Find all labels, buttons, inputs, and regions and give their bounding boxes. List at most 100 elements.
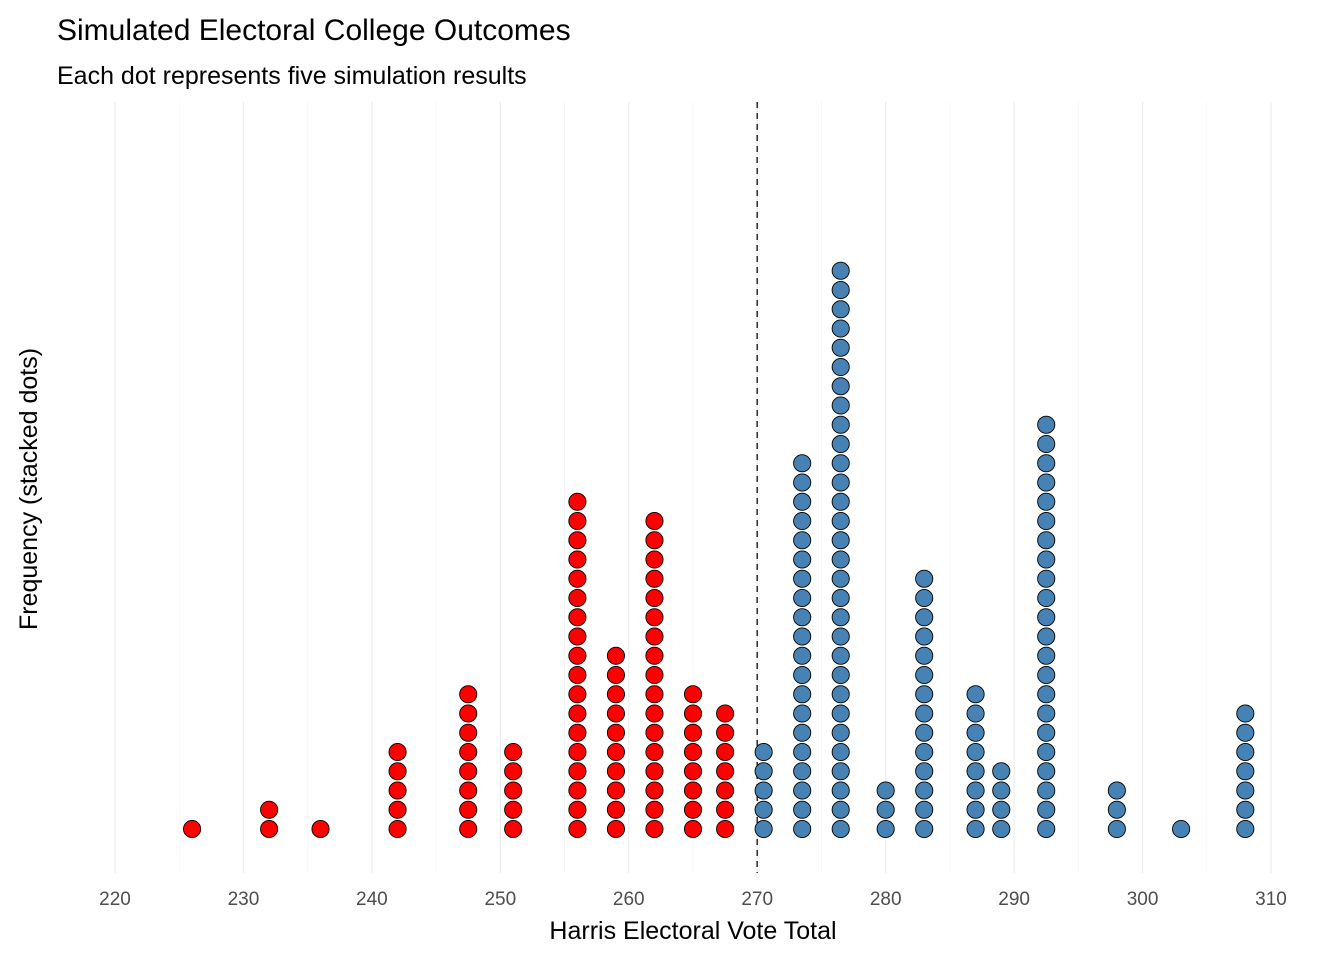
dot [831,723,850,742]
dot [915,685,934,704]
dot [793,473,812,492]
dot [645,704,664,723]
dot [754,781,773,800]
dot [831,338,850,357]
dot [1037,627,1056,646]
dot [1172,819,1191,839]
dot [915,569,934,588]
dot [793,646,812,665]
dot [831,415,850,434]
gridlines [114,102,1272,873]
dot [966,781,985,800]
dot [645,665,664,685]
dot [568,511,587,531]
dot [645,819,664,839]
dot [1107,800,1126,819]
dot [915,742,934,762]
dot [459,742,478,762]
dot [915,627,934,646]
dot [568,646,587,665]
dot [568,704,587,723]
dot [831,704,850,723]
dot [793,569,812,588]
dot [793,819,812,839]
dot [606,781,625,800]
dot [831,434,850,454]
dot [831,319,850,338]
dot [992,800,1011,819]
dot [568,588,587,608]
dot [606,704,625,723]
dot [1037,531,1056,550]
dot [793,627,812,646]
dot [831,819,850,839]
dot [1107,819,1126,839]
dot [1236,742,1255,762]
dot [793,550,812,569]
dot [716,762,735,781]
dot [716,781,735,800]
dot [1037,819,1056,839]
dot [1236,819,1255,839]
dot [683,704,703,723]
x-tick-label: 240 [356,889,388,910]
dot [831,569,850,588]
dot [606,646,625,665]
dot [716,819,735,839]
dot [1236,762,1255,781]
dot [831,454,850,473]
dot [1037,434,1056,454]
dot [459,704,478,723]
dot [568,723,587,742]
x-tick-label: 290 [998,889,1030,910]
dot [568,569,587,588]
dot [915,781,934,800]
dot [683,723,703,742]
dot [1037,685,1056,704]
dot [459,800,478,819]
dot [1037,550,1056,569]
dot [606,762,625,781]
dot [876,819,895,839]
dot [504,800,523,819]
dot [915,665,934,685]
x-tick-label: 270 [741,889,773,910]
dot [915,723,934,742]
dot [459,781,478,800]
dot [793,781,812,800]
dot [831,550,850,569]
dot [831,588,850,608]
dot [1037,723,1056,742]
dot [606,723,625,742]
x-tick-label: 250 [484,889,516,910]
dot [260,819,279,839]
dot [568,608,587,627]
dot [754,762,773,781]
dot [831,511,850,531]
dot [568,819,587,839]
dot [568,665,587,685]
chart-subtitle: Each dot represents five simulation resu… [57,62,527,90]
dot [793,608,812,627]
dot [966,723,985,742]
dot [606,819,625,839]
x-tick-labels: 220 230 240 250 260 270 280 290 300 310 [99,889,1287,910]
dot [1037,646,1056,665]
dot [966,742,985,762]
dot [831,261,850,280]
dot [831,800,850,819]
dot [754,819,773,839]
x-tick-label: 220 [99,889,131,910]
dot [459,723,478,742]
dot [831,742,850,762]
dot [1236,704,1255,723]
dot [645,627,664,646]
dot [504,762,523,781]
dot [683,819,703,839]
dot [793,511,812,531]
dot [459,762,478,781]
x-tick-label: 230 [228,889,260,910]
dot [1236,800,1255,819]
dot [831,762,850,781]
